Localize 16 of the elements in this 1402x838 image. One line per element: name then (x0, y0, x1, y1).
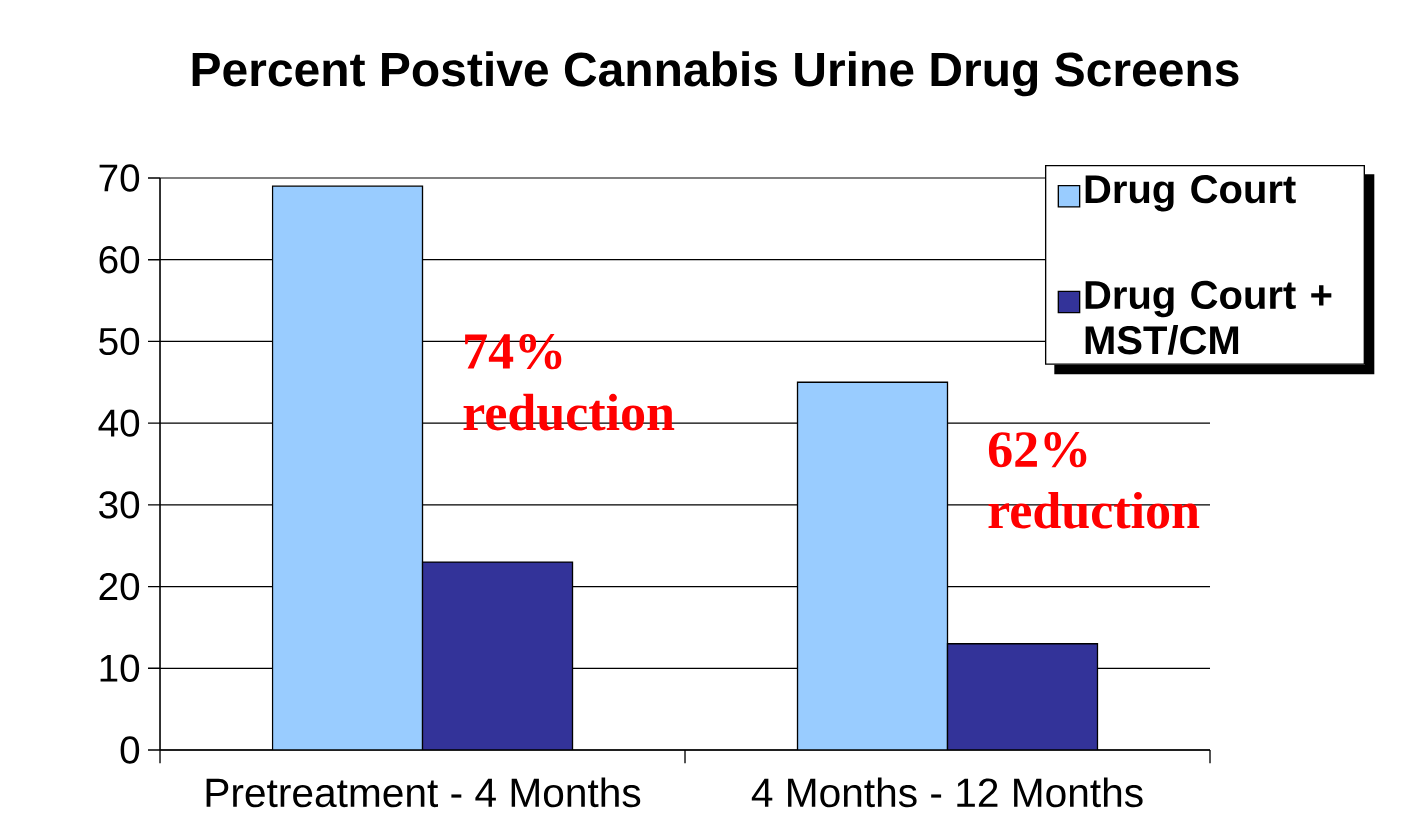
y-tick-label: 20 (99, 572, 140, 601)
y-tick-label: 30 (99, 491, 140, 519)
y-tick-label: 0 (120, 736, 140, 764)
bar (272, 186, 423, 750)
legend-label: Drug Court (1085, 175, 1296, 212)
y-tick-label: 10 (100, 654, 140, 682)
legend-label: Drug Court + MST/CM (1085, 280, 1332, 355)
bar (796, 381, 949, 750)
y-tick-label: 70 (99, 164, 140, 192)
chart-title: Percent Postive Cannabis Urine Drug Screens (192, 51, 1239, 97)
y-tick-label: 40 (98, 409, 140, 437)
x-tick-label: Pretreatment - 4 Months (206, 777, 641, 808)
y-tick-label: 60 (99, 246, 140, 274)
y-tick-label: 50 (99, 327, 140, 356)
x-tick-label: 4 Months - 12 Months (751, 777, 1143, 808)
annotation: 74% reduction (463, 334, 675, 431)
